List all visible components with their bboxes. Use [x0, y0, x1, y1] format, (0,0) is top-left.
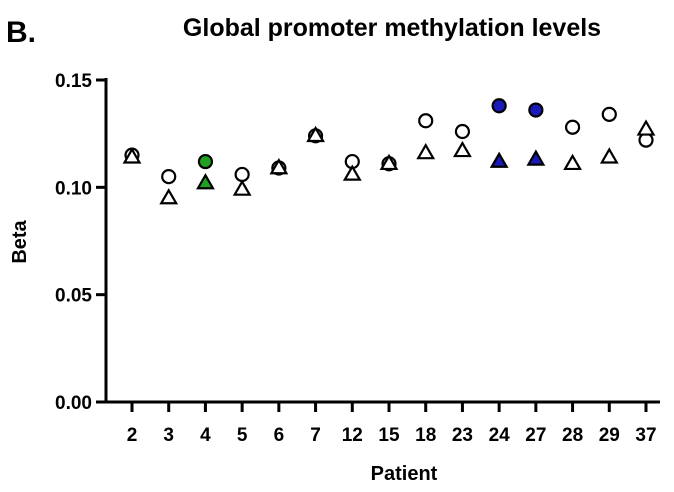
triangle-point	[599, 147, 619, 164]
x-tick-label: 15	[378, 425, 400, 446]
triangle-point	[416, 142, 436, 160]
x-axis: 2 3 4 5 6 7 12 15 18 23 24 27 28 29 37	[104, 400, 660, 446]
x-axis-label: Patient	[371, 463, 438, 485]
triangle-point	[269, 158, 289, 175]
x-tick-label: 24	[489, 425, 511, 446]
triangle-point	[306, 125, 325, 143]
circle-point	[418, 113, 434, 129]
y-tick-label: 0.00	[55, 393, 92, 414]
circle-point	[564, 119, 581, 135]
y-axis: 0.00 0.05 0.10 0.15	[55, 71, 108, 414]
x-tick-label: 3	[163, 425, 174, 446]
chart-title: Global promoter methylation levels	[183, 14, 601, 42]
circle-point	[197, 153, 214, 170]
triangle-point	[563, 153, 582, 171]
x-tick-label: 5	[237, 425, 248, 446]
x-tick-label: 23	[452, 425, 473, 446]
x-tick-label: 37	[635, 425, 656, 446]
y-axis-label: Beta	[9, 219, 31, 263]
triangle-point	[379, 153, 399, 171]
x-tick-label: 12	[342, 425, 363, 446]
circle-point	[601, 106, 617, 122]
circle-point	[454, 123, 471, 140]
triangle-series	[122, 119, 656, 205]
triangle-point	[232, 179, 252, 196]
x-tick-label: 7	[310, 425, 321, 446]
data-series	[122, 98, 656, 205]
y-tick-label: 0.10	[55, 178, 92, 199]
x-tick-label: 29	[599, 425, 620, 446]
circle-point	[491, 98, 507, 114]
triangle-point	[489, 151, 509, 168]
circle-series	[124, 98, 654, 185]
panel-label: B.	[6, 16, 36, 49]
triangle-point	[636, 119, 656, 136]
triangle-point	[159, 188, 179, 205]
y-tick-label: 0.05	[55, 286, 92, 307]
circle-point	[234, 166, 250, 183]
triangle-point	[196, 173, 215, 190]
circle-point	[528, 102, 544, 118]
x-tick-label: 28	[562, 425, 583, 446]
y-tick-label: 0.15	[55, 71, 92, 92]
circle-point	[161, 169, 177, 185]
triangle-point	[342, 164, 362, 181]
x-tick-label: 18	[415, 425, 436, 446]
triangle-point	[122, 147, 142, 164]
x-tick-label: 6	[274, 425, 285, 446]
triangle-point	[526, 149, 546, 166]
x-tick-label: 27	[525, 425, 546, 446]
triangle-point	[453, 140, 472, 158]
x-tick-label: 2	[127, 425, 138, 446]
x-tick-label: 4	[200, 425, 211, 446]
